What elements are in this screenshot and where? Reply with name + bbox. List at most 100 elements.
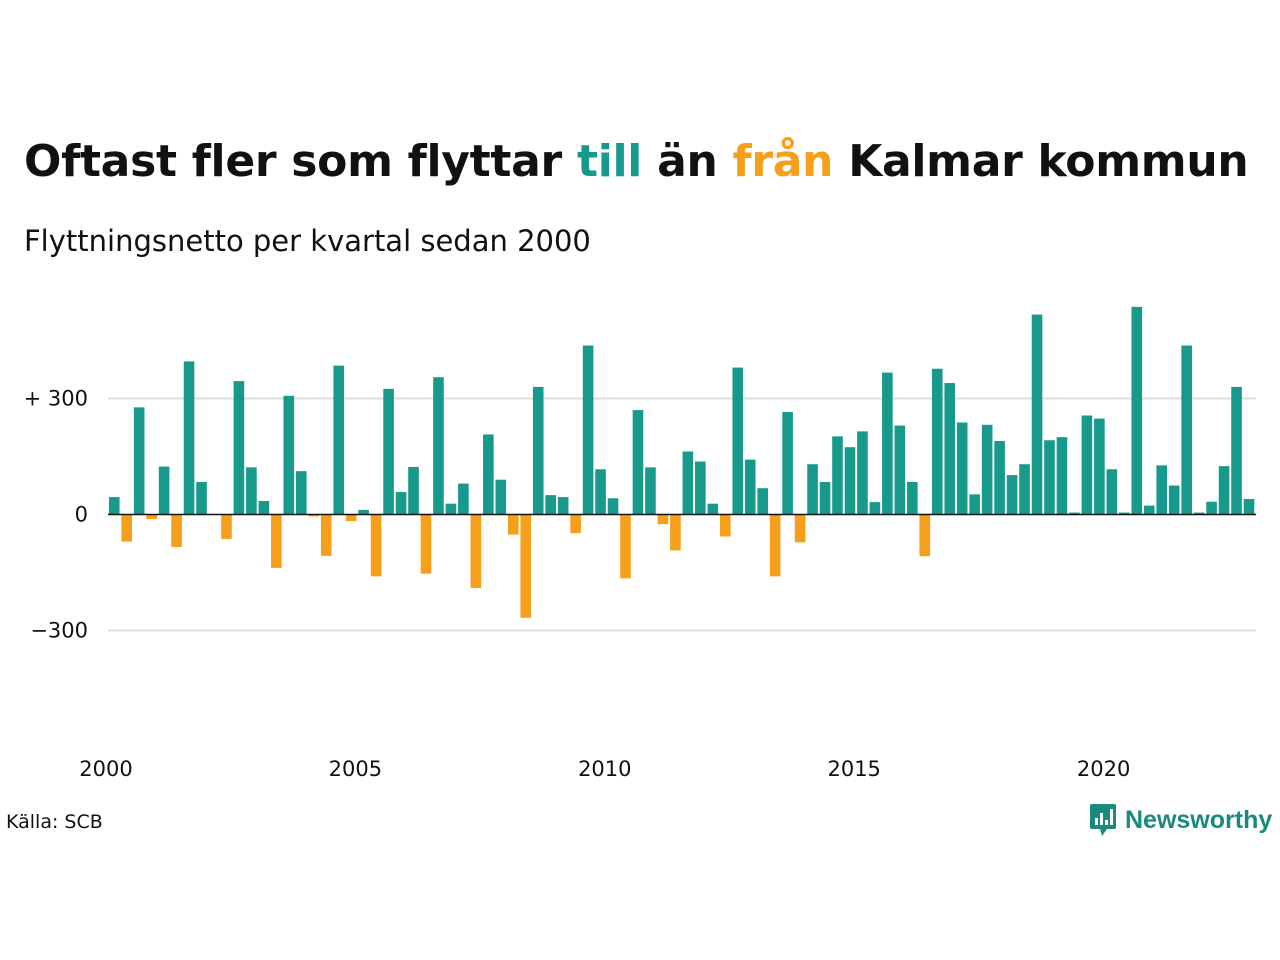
- bar: [345, 514, 357, 522]
- bar: [445, 503, 457, 515]
- bar: [1206, 501, 1217, 515]
- bar: [1081, 415, 1093, 515]
- bar: [171, 514, 182, 547]
- bar: [233, 381, 245, 515]
- bar: [882, 372, 893, 515]
- bar: [121, 514, 133, 542]
- bar: [1119, 512, 1130, 515]
- bar: [1156, 465, 1168, 515]
- bar: [1056, 437, 1068, 515]
- bar: [383, 388, 394, 515]
- bar: [358, 509, 369, 515]
- bar: [570, 514, 581, 534]
- bar: [295, 471, 307, 515]
- bar: [807, 464, 818, 515]
- bar: [582, 345, 594, 515]
- bar: [645, 467, 656, 515]
- bar: [458, 483, 469, 515]
- bar: [844, 447, 856, 515]
- bar: [819, 482, 831, 515]
- bar: [1231, 386, 1242, 515]
- x-tick-label: 2010: [578, 757, 631, 781]
- title-fran: från: [732, 136, 834, 187]
- bar: [395, 492, 407, 515]
- bar: [769, 514, 781, 577]
- bar: [919, 514, 931, 557]
- bar: [1143, 505, 1155, 515]
- bar: [258, 500, 270, 515]
- bar: [146, 514, 157, 520]
- bar: [782, 412, 793, 515]
- source-label: Källa: SCB: [6, 811, 103, 833]
- bar: [981, 424, 993, 515]
- bar: [108, 497, 120, 515]
- bar: [1069, 512, 1080, 515]
- bar: [969, 494, 980, 515]
- x-tick-label: 2015: [827, 757, 880, 781]
- bar: [1019, 464, 1030, 515]
- bar: [907, 482, 918, 515]
- newsworthy-logo-icon: [1090, 804, 1116, 836]
- bar: [757, 488, 768, 515]
- bar: [333, 365, 344, 515]
- bar: [894, 425, 906, 515]
- chart-subtitle: Flyttningsnetto per kvartal sedan 2000: [24, 224, 591, 258]
- bar: [483, 434, 494, 515]
- bar: [520, 514, 532, 618]
- chart-title: Oftast fler som flyttar till än från Kal…: [24, 136, 1249, 187]
- brand-logo: Newsworthy: [1089, 803, 1272, 837]
- bar: [994, 441, 1005, 515]
- bar: [607, 498, 619, 515]
- bar: [532, 386, 544, 515]
- bar: [1044, 440, 1055, 515]
- bar: [221, 514, 232, 539]
- bar: [545, 495, 556, 515]
- bar: [857, 431, 868, 515]
- bar: [794, 514, 806, 543]
- bar: [657, 514, 669, 525]
- bar: [1243, 499, 1255, 515]
- bar: [744, 459, 756, 515]
- bar: [707, 503, 719, 515]
- bar: [956, 422, 968, 515]
- bar: [632, 410, 644, 515]
- bar: [158, 466, 170, 515]
- bar: [470, 514, 482, 588]
- bar: [320, 514, 332, 556]
- bar: [495, 479, 507, 515]
- bar: [283, 395, 295, 515]
- brand-name: Newsworthy: [1125, 805, 1273, 834]
- bar: [507, 514, 519, 535]
- bar: [832, 436, 843, 515]
- y-tick-label: 0: [75, 503, 88, 527]
- bar: [557, 497, 569, 515]
- title-till: till: [576, 136, 643, 187]
- bar: [408, 466, 419, 515]
- bar: [1193, 512, 1205, 515]
- bar: [271, 514, 282, 568]
- bar: [1006, 475, 1018, 515]
- bar: [1131, 306, 1143, 515]
- bar: [196, 482, 207, 515]
- bar: [133, 407, 145, 515]
- bar: [246, 467, 257, 515]
- bar: [420, 514, 432, 574]
- bar: [1094, 418, 1105, 515]
- bar: [1031, 314, 1043, 515]
- y-tick-label: −300: [30, 619, 88, 643]
- bar: [682, 451, 694, 515]
- bar: [1181, 345, 1192, 515]
- bar: [183, 361, 195, 515]
- bar: [1106, 469, 1118, 515]
- x-tick-label: 2000: [79, 757, 132, 781]
- bar: [595, 469, 606, 515]
- bar: [308, 514, 320, 517]
- x-tick-label: 2005: [329, 757, 382, 781]
- bar: [719, 514, 731, 537]
- bar: [1218, 466, 1230, 515]
- bar: [931, 368, 943, 515]
- bar: [869, 502, 881, 515]
- bar: [433, 377, 444, 515]
- bar: [1168, 485, 1180, 515]
